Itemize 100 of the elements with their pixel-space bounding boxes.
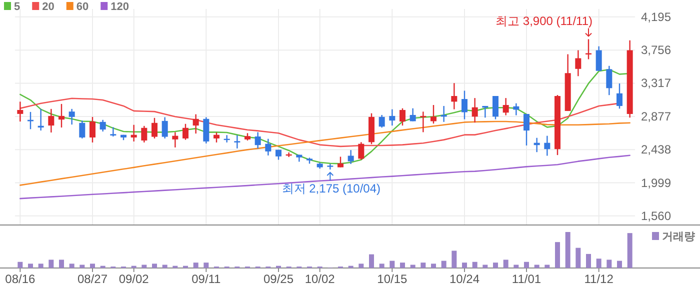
y-tick-label: 4,195 [641,10,672,24]
legend-item: 120 [100,1,129,13]
x-tick-label: 10/15 [377,272,408,286]
legend-item: 20 [32,1,54,13]
bar [493,262,498,268]
bar [48,260,54,268]
bar [400,262,405,268]
bar [472,262,478,268]
x-tick-label: 09/11 [192,272,222,286]
annotation: 최고 3,900 (11/11) [496,14,593,28]
candlestick [513,102,520,116]
candlestick [254,132,261,150]
legend-item: 60 [66,1,89,13]
candlestick [172,132,178,148]
candlestick [48,108,54,134]
bar [379,264,384,268]
bar [627,233,632,268]
legend-label: 60 [76,1,89,13]
candlestick [400,108,406,126]
bar [410,264,416,268]
x-tick-label: 11/01 [512,272,542,286]
candlestick [182,123,188,140]
candlestick [358,142,364,160]
legend-item: 5 [4,1,20,13]
bar [390,260,395,268]
bar [606,260,612,268]
legend-label: 20 [42,1,54,13]
candlestick [430,104,436,124]
bar [431,264,436,268]
x-tick-label: 10/24 [449,272,480,286]
legend-label: 거래량 [662,231,695,243]
candlestick [410,108,416,122]
bar [482,264,488,268]
bar [452,250,457,268]
candlestick [38,108,44,132]
candlestick [141,125,148,144]
x-tick-label: 08/27 [77,272,108,286]
candlestick [234,134,240,150]
x-tick-label: 08/16 [5,272,36,286]
candlestick [348,149,354,165]
bar [142,264,147,268]
bar [576,248,581,268]
candlestick [17,101,24,122]
bar [586,254,591,268]
annotation: 최저 2,175 (10/04) [282,181,381,196]
bar [503,260,508,268]
bar [204,262,209,268]
legend-label: 120 [110,1,129,13]
bar [38,264,44,268]
bar [534,264,540,268]
candlestick [440,105,447,123]
candlestick [100,119,106,132]
bar [441,260,446,268]
bar [369,254,374,268]
legend-label: 5 [14,1,20,13]
bar [514,264,519,268]
bar [193,262,198,268]
bar [90,264,95,268]
candlestick [472,97,478,124]
candlestick [203,116,210,144]
candlestick [378,114,385,128]
bar [555,242,560,268]
candlestick [544,135,550,156]
bar [420,262,426,268]
candlestick [152,117,158,140]
candlestick [338,156,344,168]
candlestick [192,114,199,134]
y-tick-label: 3,317 [641,76,672,90]
y-tick-label: 1,560 [641,208,672,223]
candlestick [606,65,612,96]
x-tick-label: 11/12 [584,272,614,286]
x-tick-label: 10/02 [304,272,336,286]
candlestick [79,120,86,140]
bar [596,258,602,268]
candlestick [327,163,334,170]
bar [69,264,74,268]
bar [358,264,364,268]
y-tick-label: 2,438 [641,142,672,157]
candlestick [162,116,168,140]
candlestick [575,50,582,77]
bar [544,264,550,268]
candlestick [130,124,137,142]
candlestick [265,138,272,156]
candlestick [492,95,498,120]
candlestick [214,132,220,144]
candlestick [389,108,396,126]
candlestick [90,116,96,144]
legend-item: 거래량 [652,231,695,243]
candlestick [58,103,64,128]
candlestick [451,82,458,110]
bar [152,264,157,268]
bar [162,264,168,268]
candlestick [616,82,622,110]
candlestick [596,46,602,72]
bar [524,262,529,268]
x-tick-label: 09/25 [263,272,294,286]
candlestick [68,108,75,126]
candlestick [462,90,468,120]
bar [565,232,570,268]
bar [617,260,622,268]
